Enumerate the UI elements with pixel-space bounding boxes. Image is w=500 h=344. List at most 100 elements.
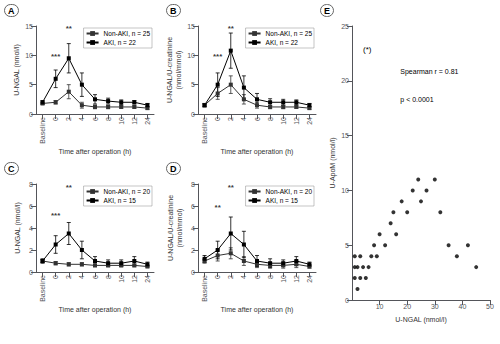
svg-text:0: 0	[29, 111, 33, 118]
svg-text:8: 8	[105, 275, 112, 279]
svg-text:Non-AKI, n = 20: Non-AKI, n = 20	[104, 188, 151, 195]
svg-text:**: **	[215, 203, 222, 212]
svg-text:4: 4	[191, 225, 195, 232]
svg-text:D: D	[170, 164, 177, 174]
svg-text:B: B	[170, 6, 177, 16]
svg-text:0: 0	[191, 269, 195, 276]
svg-text:5: 5	[191, 81, 195, 88]
svg-text:AKI, n = 15: AKI, n = 15	[104, 197, 137, 204]
svg-text:0: 0	[345, 297, 349, 304]
svg-text:(*): (*)	[363, 45, 372, 54]
svg-text:Spearman r = 0.81: Spearman r = 0.81	[400, 68, 458, 76]
svg-text:25: 25	[341, 23, 349, 30]
svg-text:2: 2	[227, 117, 234, 121]
svg-text:2: 2	[29, 247, 33, 254]
svg-text:U-NGAL (nmol/l): U-NGAL (nmol/l)	[14, 202, 22, 253]
svg-text:***: ***	[213, 52, 223, 61]
svg-text:U-NGAL/U-creatinine: U-NGAL/U-creatinine	[167, 195, 174, 261]
svg-text:Non-AKI, n = 25: Non-AKI, n = 25	[266, 30, 313, 37]
svg-text:20: 20	[341, 77, 349, 84]
svg-text:10: 10	[341, 187, 349, 194]
svg-text:12: 12	[293, 275, 300, 283]
svg-text:A: A	[8, 6, 15, 16]
svg-text:10: 10	[25, 52, 33, 59]
svg-text:Time after operation (h): Time after operation (h)	[221, 306, 294, 314]
svg-text:(nmol/mmol): (nmol/mmol)	[176, 209, 184, 248]
svg-text:10: 10	[280, 117, 287, 125]
svg-text:0: 0	[191, 111, 195, 118]
svg-text:8: 8	[191, 181, 195, 188]
svg-text:***: ***	[51, 52, 61, 61]
svg-text:6: 6	[254, 117, 261, 121]
svg-text:2: 2	[191, 247, 195, 254]
svg-text:**: **	[228, 24, 235, 33]
svg-text:12: 12	[293, 117, 300, 125]
svg-text:Baseline: Baseline	[201, 117, 208, 144]
svg-text:15: 15	[341, 132, 349, 139]
svg-text:AKI, n = 22: AKI, n = 22	[104, 39, 137, 46]
svg-text:U-ApoM (nmol/l): U-ApoM (nmol/l)	[329, 138, 337, 189]
svg-text:2: 2	[65, 275, 72, 279]
svg-text:U-NGAL (nmol/l): U-NGAL (nmol/l)	[13, 44, 21, 95]
svg-text:15: 15	[25, 23, 33, 30]
svg-text:4: 4	[240, 275, 247, 279]
svg-text:**: **	[66, 24, 73, 33]
svg-text:6: 6	[191, 203, 195, 210]
svg-text:**: **	[228, 183, 235, 192]
svg-text:Time after operation (h): Time after operation (h)	[59, 148, 132, 156]
svg-text:Baseline: Baseline	[201, 275, 208, 302]
svg-text:20: 20	[403, 303, 411, 310]
svg-text:2: 2	[65, 117, 72, 121]
svg-text:15: 15	[187, 23, 195, 30]
svg-text:0: 0	[52, 275, 59, 279]
svg-text:24: 24	[306, 117, 313, 125]
svg-text:8: 8	[267, 275, 274, 279]
svg-text:8: 8	[267, 117, 274, 121]
svg-text:10: 10	[280, 275, 287, 283]
svg-text:U-NGAL (nmol/l): U-NGAL (nmol/l)	[395, 316, 446, 324]
svg-text:Baseline: Baseline	[39, 275, 46, 302]
svg-text:0: 0	[29, 269, 33, 276]
svg-text:2: 2	[227, 275, 234, 279]
svg-text:24: 24	[306, 275, 313, 283]
svg-text:Non-AKI, n = 25: Non-AKI, n = 25	[104, 30, 151, 37]
svg-text:0: 0	[214, 117, 221, 121]
svg-text:0: 0	[52, 117, 59, 121]
svg-text:AKI, n = 22: AKI, n = 22	[266, 39, 299, 46]
svg-text:0: 0	[214, 275, 221, 279]
svg-text:**: **	[66, 183, 73, 192]
svg-text:12: 12	[131, 275, 138, 283]
svg-text:50: 50	[486, 303, 494, 310]
svg-text:4: 4	[78, 117, 85, 121]
svg-text:4: 4	[240, 117, 247, 121]
svg-text:Time after operation (h): Time after operation (h)	[221, 148, 294, 156]
svg-text:(nmol/mmol): (nmol/mmol)	[175, 51, 183, 90]
svg-text:6: 6	[92, 117, 99, 121]
svg-text:8: 8	[29, 181, 33, 188]
svg-text:6: 6	[92, 275, 99, 279]
svg-text:4: 4	[29, 225, 33, 232]
svg-text:p < 0.0001: p < 0.0001	[400, 96, 433, 104]
svg-text:AKI, n = 15: AKI, n = 15	[266, 197, 299, 204]
svg-text:5: 5	[29, 81, 33, 88]
svg-text:24: 24	[144, 117, 151, 125]
svg-text:U-NGAL/U-creatinine: U-NGAL/U-creatinine	[166, 37, 173, 103]
svg-text:24: 24	[144, 275, 151, 283]
svg-text:10: 10	[118, 275, 125, 283]
svg-text:Non-AKI, n = 20: Non-AKI, n = 20	[266, 188, 313, 195]
svg-text:40: 40	[459, 303, 467, 310]
svg-text:4: 4	[78, 275, 85, 279]
svg-text:C: C	[8, 164, 15, 174]
svg-text:6: 6	[254, 275, 261, 279]
svg-text:Baseline: Baseline	[39, 117, 46, 144]
svg-text:Time after operation (h): Time after operation (h)	[59, 306, 132, 314]
svg-text:***: ***	[51, 211, 61, 220]
svg-text:10: 10	[376, 303, 384, 310]
svg-text:6: 6	[29, 203, 33, 210]
svg-text:E: E	[324, 6, 330, 16]
svg-text:10: 10	[187, 52, 195, 59]
svg-text:10: 10	[118, 117, 125, 125]
svg-text:30: 30	[431, 303, 439, 310]
svg-text:8: 8	[105, 117, 112, 121]
svg-text:12: 12	[131, 117, 138, 125]
